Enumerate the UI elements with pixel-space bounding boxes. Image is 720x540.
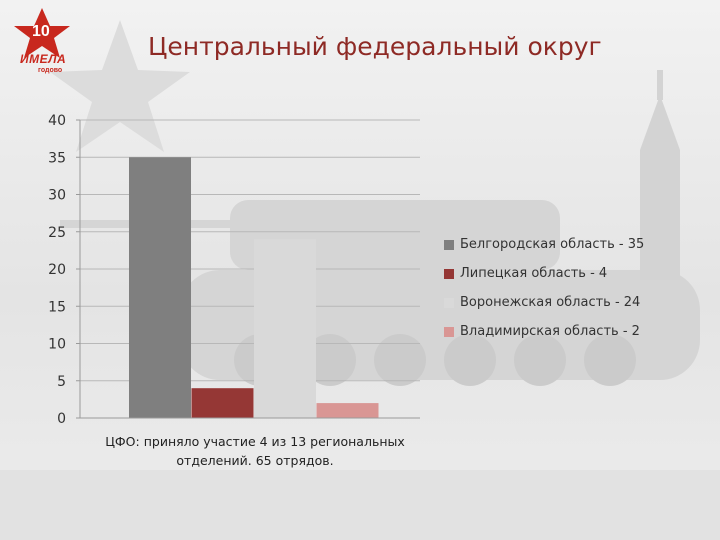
star-watermark	[50, 20, 190, 152]
y-tick-label: 10	[48, 337, 66, 353]
legend-item: Липецкая область - 4	[444, 259, 714, 288]
bar-3	[254, 239, 316, 418]
x-axis-category-label: ЦФО: приняло участие 4 из 13 региональны…	[105, 434, 405, 468]
legend-label: Липецкая область - 4	[460, 266, 608, 281]
y-tick-label: 0	[57, 411, 66, 427]
logo-star-icon: 10	[14, 8, 70, 58]
y-tick-label: 15	[48, 299, 66, 315]
legend-swatch	[444, 268, 454, 279]
y-tick-labels: 0 5 10 15 20 25 30 35 40	[48, 113, 66, 427]
y-tick-label: 5	[57, 374, 66, 390]
bar-2	[191, 388, 254, 418]
logo-text: ИМЕЛА	[20, 52, 67, 66]
logo-number: 10	[32, 23, 50, 40]
legend-item: Владимирская область - 2	[444, 317, 714, 346]
bars	[129, 157, 379, 418]
y-tick-label: 20	[48, 262, 66, 278]
gridlines	[76, 119, 420, 419]
legend-swatch	[444, 239, 454, 250]
legend: Белгородская область - 35 Липецкая област…	[444, 230, 714, 346]
logo-subtext: годово	[38, 67, 63, 74]
legend-item: Воронежская область - 24	[444, 288, 714, 317]
bar-1	[129, 157, 191, 418]
legend-swatch	[444, 297, 454, 308]
y-tick-label: 25	[48, 225, 66, 241]
y-tick-label: 30	[48, 188, 66, 204]
legend-item: Белгородская область - 35	[444, 230, 714, 259]
legend-label: Воронежская область - 24	[460, 295, 641, 310]
logo: 10 ИМЕЛА годово	[6, 6, 86, 76]
tower-watermark	[640, 70, 680, 280]
legend-label: Белгородская область - 35	[460, 237, 645, 252]
legend-label: Владимирская область - 2	[460, 324, 640, 339]
bar-4	[316, 403, 379, 418]
y-tick-label: 35	[48, 150, 66, 166]
y-tick-label: 40	[48, 113, 66, 129]
ground-watermark	[0, 470, 720, 540]
page-title: Центральный федеральный округ	[148, 32, 602, 61]
legend-swatch	[444, 326, 454, 337]
